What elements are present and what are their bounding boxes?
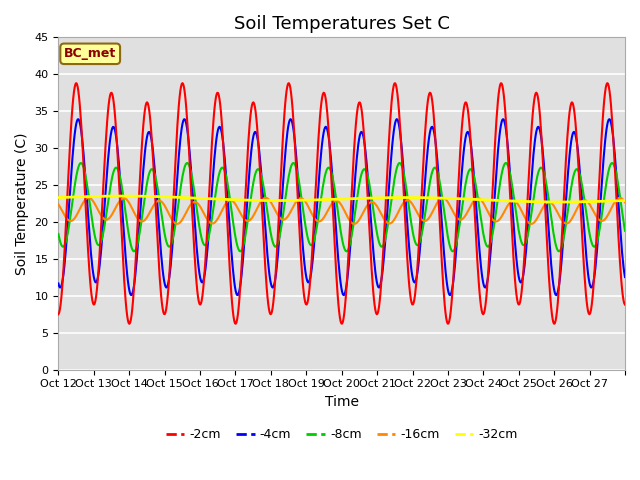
-8cm	[225, 190, 233, 196]
X-axis label: Time: Time	[324, 395, 358, 409]
-32cm	[120, 193, 127, 199]
-16cm	[432, 202, 440, 208]
-16cm	[275, 213, 282, 219]
Y-axis label: Soil Temperature (C): Soil Temperature (C)	[15, 132, 29, 275]
Line: -16cm: -16cm	[58, 198, 625, 224]
-4cm	[446, 292, 454, 298]
Title: Soil Temperatures Set C: Soil Temperatures Set C	[234, 15, 450, 33]
-2cm	[255, 144, 262, 150]
-32cm	[275, 198, 283, 204]
-32cm	[556, 199, 564, 205]
-4cm	[400, 175, 408, 181]
-2cm	[125, 321, 133, 327]
-4cm	[253, 133, 261, 139]
-16cm	[54, 202, 62, 207]
-32cm	[54, 195, 62, 201]
-2cm	[433, 172, 441, 178]
Line: -32cm: -32cm	[58, 196, 625, 202]
-16cm	[616, 195, 623, 201]
-8cm	[342, 249, 350, 254]
Text: BC_met: BC_met	[64, 48, 116, 60]
-16cm	[400, 199, 408, 205]
-8cm	[402, 181, 410, 187]
-2cm	[621, 302, 629, 308]
-2cm	[54, 312, 62, 317]
-2cm	[276, 189, 284, 195]
-8cm	[621, 228, 629, 234]
Line: -8cm: -8cm	[58, 163, 625, 252]
-4cm	[54, 281, 62, 287]
Legend: -2cm, -4cm, -8cm, -16cm, -32cm: -2cm, -4cm, -8cm, -16cm, -32cm	[161, 423, 523, 446]
-4cm	[275, 244, 282, 250]
-8cm	[121, 205, 129, 211]
-32cm	[621, 198, 629, 204]
-32cm	[122, 193, 129, 199]
-32cm	[433, 195, 440, 201]
-2cm	[179, 80, 186, 86]
-2cm	[227, 279, 234, 285]
-16cm	[253, 205, 261, 211]
-4cm	[621, 274, 629, 280]
-8cm	[433, 168, 441, 174]
-32cm	[401, 195, 409, 201]
-8cm	[275, 238, 282, 244]
-8cm	[253, 167, 261, 173]
-8cm	[54, 231, 62, 237]
-8cm	[396, 160, 404, 166]
-16cm	[621, 199, 629, 205]
-2cm	[402, 227, 410, 232]
Line: -2cm: -2cm	[58, 83, 625, 324]
-2cm	[121, 288, 129, 294]
-32cm	[226, 197, 234, 203]
-16cm	[121, 195, 129, 201]
-4cm	[121, 245, 129, 251]
-4cm	[225, 216, 233, 221]
-16cm	[527, 221, 535, 227]
-16cm	[225, 198, 233, 204]
Line: -4cm: -4cm	[58, 119, 625, 295]
-4cm	[432, 142, 440, 148]
-32cm	[254, 197, 262, 203]
-4cm	[499, 116, 507, 122]
